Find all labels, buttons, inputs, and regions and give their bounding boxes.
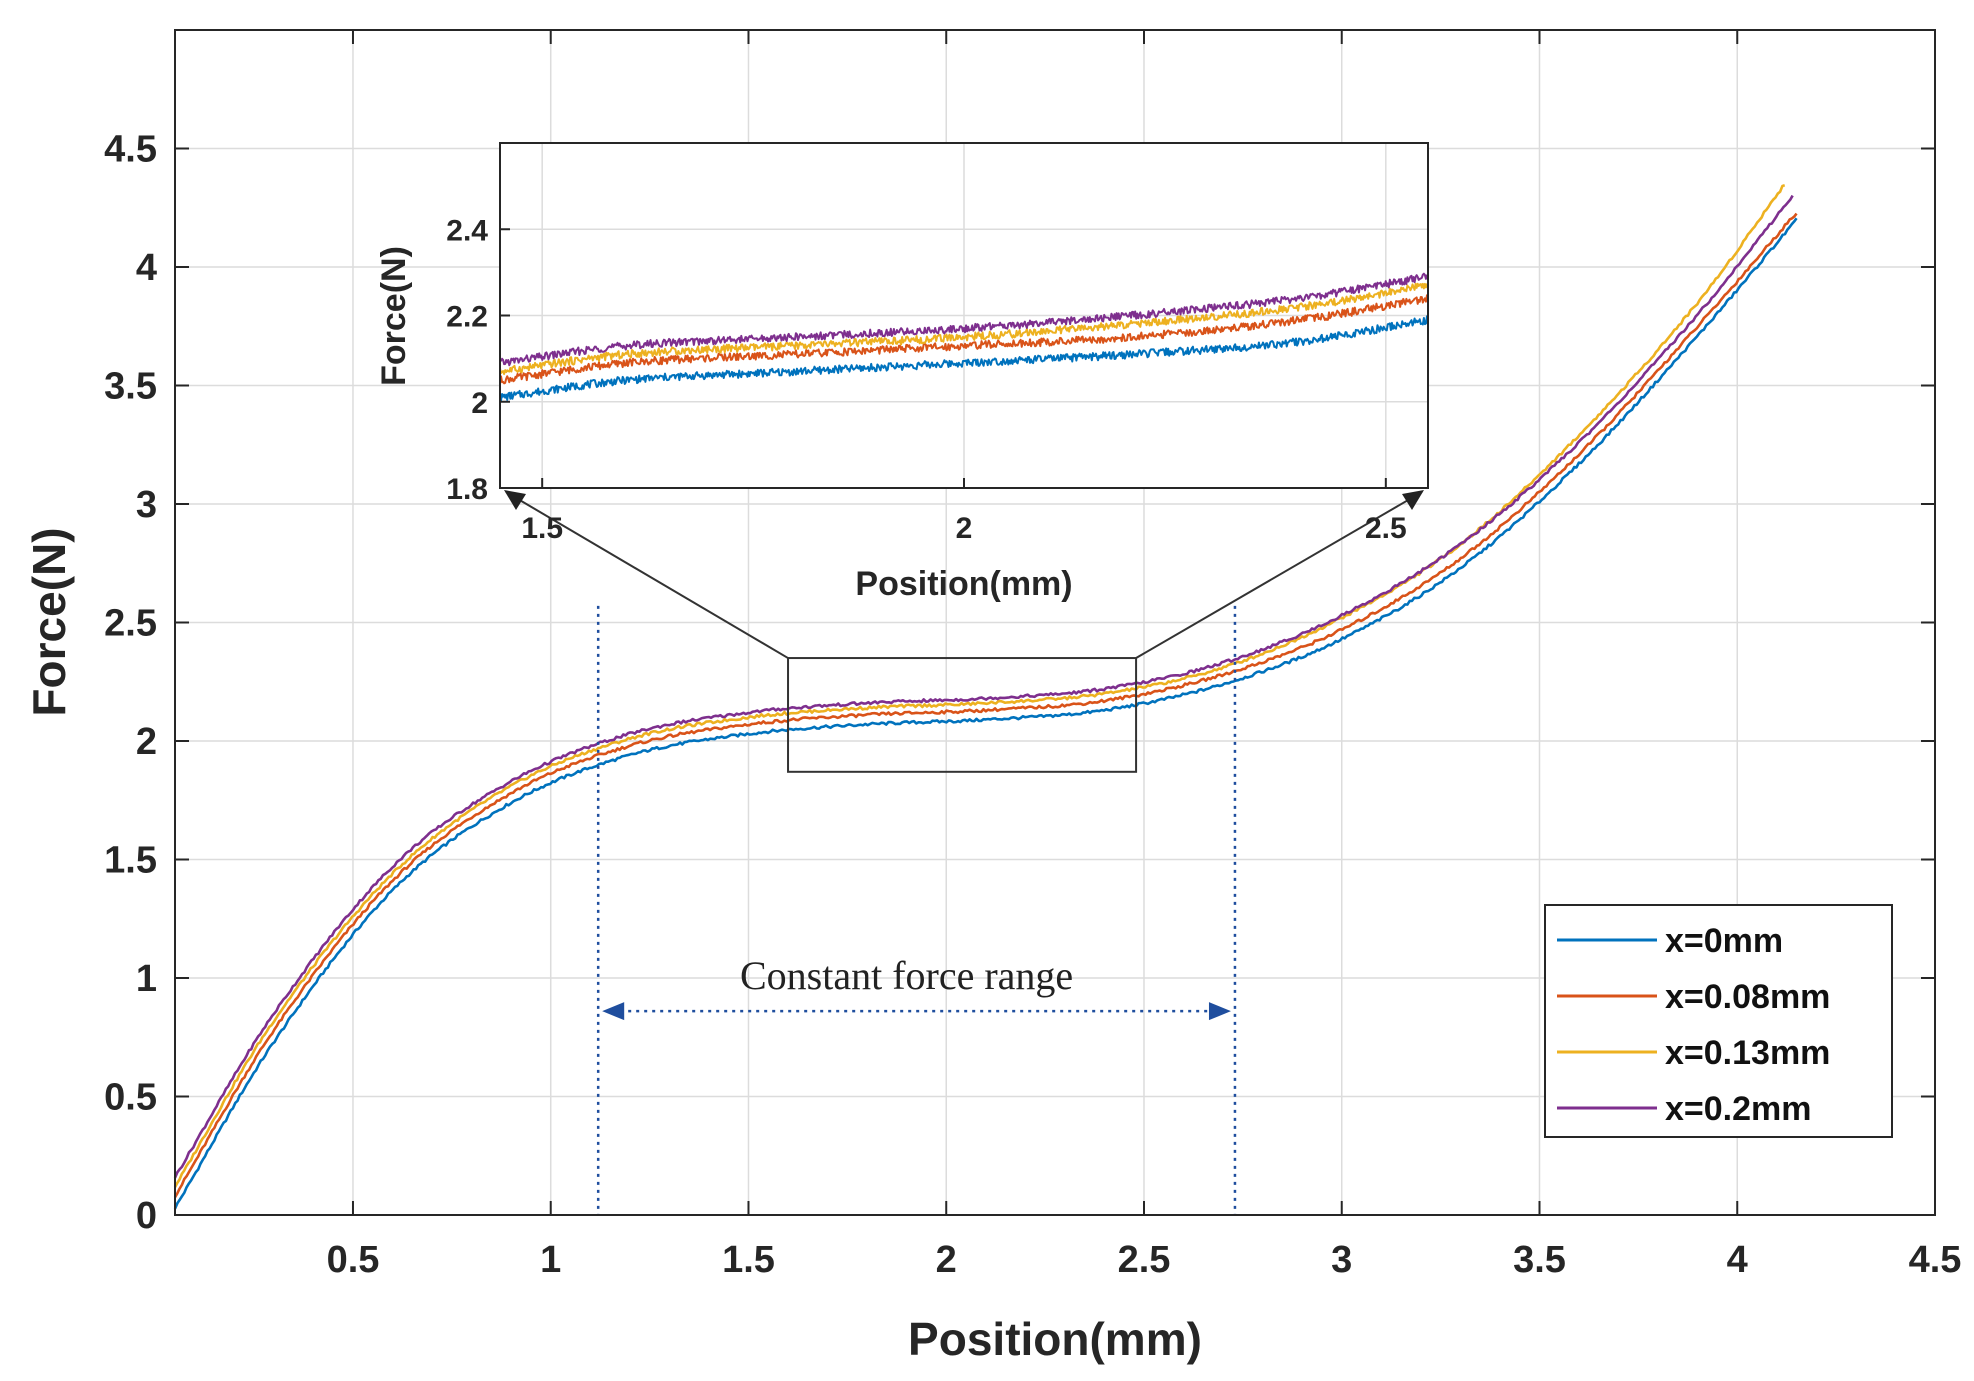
x-tick-label: 3.5 — [1513, 1239, 1566, 1281]
zoom-arrowhead-left — [504, 490, 526, 510]
series-line-3 — [173, 183, 1786, 1188]
x-tick-label: 2.5 — [1118, 1239, 1171, 1281]
y-tick-label: 4 — [136, 247, 157, 289]
zoom-connector-group — [504, 490, 1424, 773]
inset-x-tick-label: 2.5 — [1365, 512, 1407, 545]
legend: x=0mm x=0.08mm x=0.13mm x=0.2mm — [1544, 904, 1893, 1138]
zoom-connector-left — [505, 491, 789, 659]
inset-zoom-plot: 1.5 2 2.5 1.8 2 2.2 2.4 Position(mm) Force(N) — [375, 142, 1429, 603]
series-line-2 — [173, 212, 1798, 1199]
inset-x-tick-label: 1.5 — [521, 512, 563, 545]
inset-y-tick-label: 1.8 — [446, 473, 488, 506]
y-axis-title: Force(N) — [23, 527, 75, 716]
inset-x-tick-label: 2 — [956, 512, 973, 545]
y-tick-label: 4.5 — [104, 129, 157, 171]
legend-box — [1544, 904, 1893, 1138]
y-tick-label: 2 — [136, 721, 157, 763]
x-tick-label: 4.5 — [1909, 1239, 1962, 1281]
x-tick-label: 0.5 — [327, 1239, 380, 1281]
legend-label-3: x=0.13mm — [1665, 1034, 1830, 1072]
zoom-arrowhead-right — [1402, 490, 1424, 510]
x-tick-label: 3 — [1331, 1239, 1352, 1281]
inset-y-tick-label: 2.4 — [446, 214, 488, 247]
y-tick-label: 1 — [136, 958, 157, 1000]
inset-y-tick-label: 2.2 — [446, 301, 488, 334]
inset-y-tick-label: 2 — [471, 387, 488, 420]
zoom-region-box — [787, 657, 1138, 773]
legend-label-2: x=0.08mm — [1665, 978, 1830, 1016]
range-arrowhead-right — [1208, 1002, 1231, 1021]
y-tick-label: 1.5 — [104, 840, 157, 882]
inset-series-line-1 — [499, 315, 1429, 402]
x-tick-label: 2 — [936, 1239, 957, 1281]
inset-y-axis-title: Force(N) — [375, 246, 413, 386]
y-tick-label: 2.5 — [104, 603, 157, 645]
main-axis-ticks: 0.5 1 1.5 2 2.5 3 3.5 4 4.5 0 0.5 1 1.5 2 2.5 3 3.5 4 4.5 — [104, 30, 1961, 1281]
y-tick-label: 3.5 — [104, 366, 157, 408]
x-tick-label: 4 — [1727, 1239, 1748, 1281]
x-tick-label: 1.5 — [722, 1239, 775, 1281]
y-tick-label: 0 — [136, 1195, 157, 1237]
range-arrowhead-left — [602, 1002, 625, 1021]
series-line-4 — [173, 194, 1794, 1179]
zoom-connector-right — [1135, 491, 1423, 659]
main-series-group — [173, 183, 1798, 1210]
x-tick-label: 1 — [540, 1239, 561, 1281]
range-label: Constant force range — [740, 953, 1073, 998]
y-tick-label: 0.5 — [104, 1077, 157, 1119]
inset-axis-ticks: 1.5 2 2.5 1.8 2 2.2 2.4 — [446, 214, 1406, 545]
y-tick-label: 3 — [136, 484, 157, 526]
inset-series-group — [499, 272, 1429, 402]
inset-series-line-2 — [499, 294, 1429, 385]
inset-series-line-3 — [499, 282, 1429, 376]
legend-label-1: x=0mm — [1665, 922, 1783, 960]
inset-x-axis-title: Position(mm) — [855, 565, 1072, 603]
legend-label-4: x=0.2mm — [1665, 1090, 1812, 1128]
constant-force-annotation: Constant force range — [596, 605, 1237, 1215]
series-line-1 — [173, 217, 1798, 1210]
inset-series-line-4 — [499, 272, 1429, 367]
x-axis-title: Position(mm) — [908, 1313, 1202, 1365]
